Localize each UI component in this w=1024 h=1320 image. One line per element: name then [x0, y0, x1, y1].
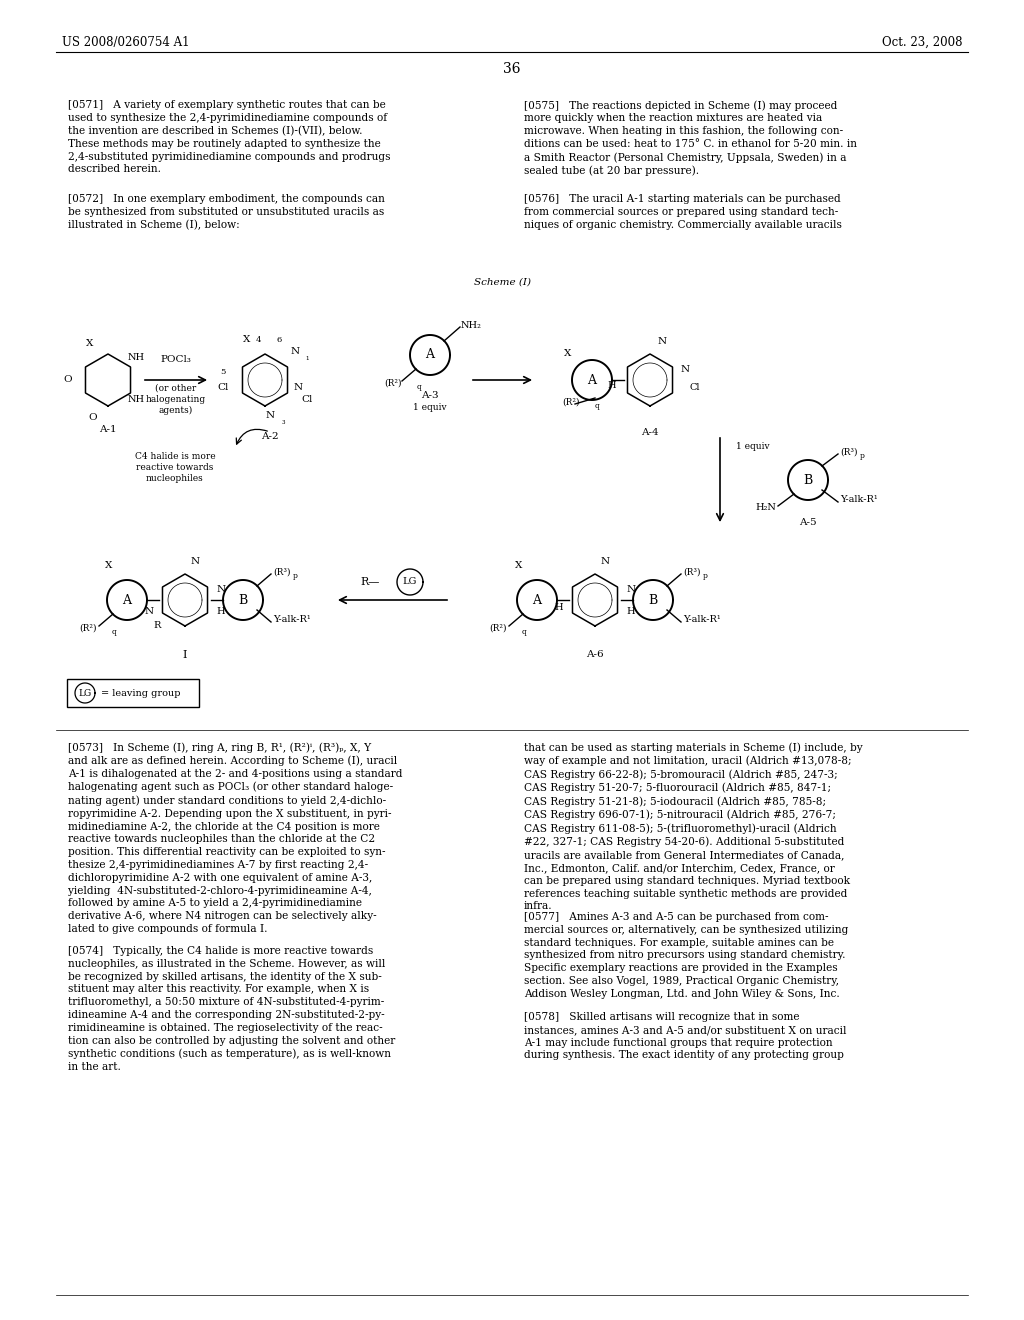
Text: [0575]   The reactions depicted in Scheme (I) may proceed
more quickly when the : [0575] The reactions depicted in Scheme … — [524, 100, 857, 176]
Text: NH₂: NH₂ — [461, 321, 482, 330]
Text: (R²): (R²) — [489, 623, 507, 632]
Text: N: N — [190, 557, 200, 566]
Text: [0573]   In Scheme (I), ring A, ring B, R¹, (R²)ⁱ, (R³)ₚ, X, Y
and alk are as de: [0573] In Scheme (I), ring A, ring B, R¹… — [68, 742, 402, 935]
Text: A: A — [588, 374, 597, 387]
Text: H: H — [217, 607, 225, 616]
Text: H: H — [627, 607, 635, 616]
Text: X: X — [244, 335, 251, 345]
Text: reactive towards: reactive towards — [136, 463, 214, 473]
Text: N: N — [627, 586, 636, 594]
Text: (R³): (R³) — [683, 568, 700, 577]
Text: p: p — [703, 572, 708, 579]
Text: NH: NH — [128, 354, 145, 363]
Text: Cl: Cl — [217, 384, 228, 392]
Text: N: N — [216, 586, 225, 594]
Text: Y-alk-R¹: Y-alk-R¹ — [683, 615, 721, 624]
FancyBboxPatch shape — [67, 678, 199, 708]
Text: R—: R— — [360, 577, 380, 587]
Text: A-5: A-5 — [799, 517, 817, 527]
Text: p: p — [293, 572, 298, 579]
Text: LG: LG — [402, 578, 417, 586]
Text: LG: LG — [79, 689, 91, 697]
Text: 1 equiv: 1 equiv — [414, 403, 446, 412]
Text: A: A — [426, 348, 434, 362]
Text: 5: 5 — [220, 368, 225, 376]
Text: (R²): (R²) — [80, 623, 97, 632]
Text: A-2: A-2 — [261, 432, 279, 441]
Text: B: B — [648, 594, 657, 606]
Text: 36: 36 — [503, 62, 521, 77]
Text: Oct. 23, 2008: Oct. 23, 2008 — [882, 36, 962, 49]
Text: NH: NH — [128, 396, 145, 404]
Text: X: X — [86, 338, 93, 347]
Text: N: N — [680, 366, 689, 375]
Text: agents): agents) — [159, 407, 194, 414]
Text: q: q — [522, 628, 527, 636]
Text: A-3: A-3 — [421, 391, 439, 400]
Text: N: N — [291, 347, 300, 356]
Text: halogenating: halogenating — [146, 395, 206, 404]
Text: A-6: A-6 — [586, 649, 604, 659]
Text: N: N — [600, 557, 609, 566]
Text: A-1: A-1 — [99, 425, 117, 434]
Text: B: B — [804, 474, 813, 487]
Text: X: X — [105, 561, 113, 569]
Text: A: A — [532, 594, 542, 606]
Text: [0577]   Amines A-3 and A-5 can be purchased from com-
mercial sources or, alter: [0577] Amines A-3 and A-5 can be purchas… — [524, 912, 848, 999]
Text: 6: 6 — [276, 337, 282, 345]
Text: US 2008/0260754 A1: US 2008/0260754 A1 — [62, 36, 189, 49]
Text: Y-alk-R¹: Y-alk-R¹ — [273, 615, 310, 624]
Text: A: A — [123, 594, 131, 606]
Text: A-4: A-4 — [641, 428, 658, 437]
Text: N: N — [294, 384, 302, 392]
Text: 1 equiv: 1 equiv — [736, 442, 770, 451]
Text: Y-alk-R¹: Y-alk-R¹ — [840, 495, 878, 504]
Text: I: I — [182, 649, 187, 660]
Text: [0576]   The uracil A-1 starting materials can be purchased
from commercial sour: [0576] The uracil A-1 starting materials… — [524, 194, 842, 230]
Text: B: B — [239, 594, 248, 606]
Text: N: N — [144, 607, 154, 616]
Text: that can be used as starting materials in Scheme (I) include, by
way of example : that can be used as starting materials i… — [524, 742, 862, 912]
Text: X: X — [564, 350, 571, 359]
Text: q: q — [417, 383, 422, 391]
Text: (R²): (R²) — [562, 397, 580, 407]
Text: [0574]   Typically, the C4 halide is more reactive towards
nucleophiles, as illu: [0574] Typically, the C4 halide is more … — [68, 946, 395, 1072]
Text: = leaving group: = leaving group — [101, 689, 180, 697]
Text: H: H — [607, 380, 616, 389]
Text: (or other: (or other — [156, 384, 197, 393]
Text: N: N — [657, 338, 667, 346]
Text: (R³): (R³) — [273, 568, 291, 577]
Text: (R²): (R²) — [384, 379, 402, 388]
Text: [0572]   In one exemplary embodiment, the compounds can
be synthesized from subs: [0572] In one exemplary embodiment, the … — [68, 194, 385, 230]
Text: ³: ³ — [282, 421, 285, 429]
Text: POCl₃: POCl₃ — [161, 355, 191, 364]
Text: H₂N: H₂N — [755, 503, 776, 512]
Text: X: X — [515, 561, 522, 569]
Text: H: H — [555, 603, 563, 612]
Text: nucleophiles: nucleophiles — [146, 474, 204, 483]
Text: [0578]   Skilled artisans will recognize that in some
instances, amines A-3 and : [0578] Skilled artisans will recognize t… — [524, 1012, 847, 1060]
Text: [0571]   A variety of exemplary synthetic routes that can be
used to synthesize : [0571] A variety of exemplary synthetic … — [68, 100, 390, 174]
Text: R: R — [154, 622, 161, 631]
Text: q: q — [112, 628, 117, 636]
Text: q: q — [595, 403, 600, 411]
Text: Cl: Cl — [301, 396, 312, 404]
Text: ¹: ¹ — [305, 355, 309, 364]
Text: N: N — [265, 411, 274, 420]
Text: (R³): (R³) — [840, 447, 857, 457]
Text: C4 halide is more: C4 halide is more — [135, 451, 215, 461]
Text: O: O — [89, 412, 97, 421]
Text: O: O — [63, 375, 73, 384]
Text: Cl: Cl — [690, 384, 700, 392]
Text: Scheme (I): Scheme (I) — [473, 279, 530, 286]
Text: 4: 4 — [255, 337, 261, 345]
Text: p: p — [860, 451, 865, 459]
